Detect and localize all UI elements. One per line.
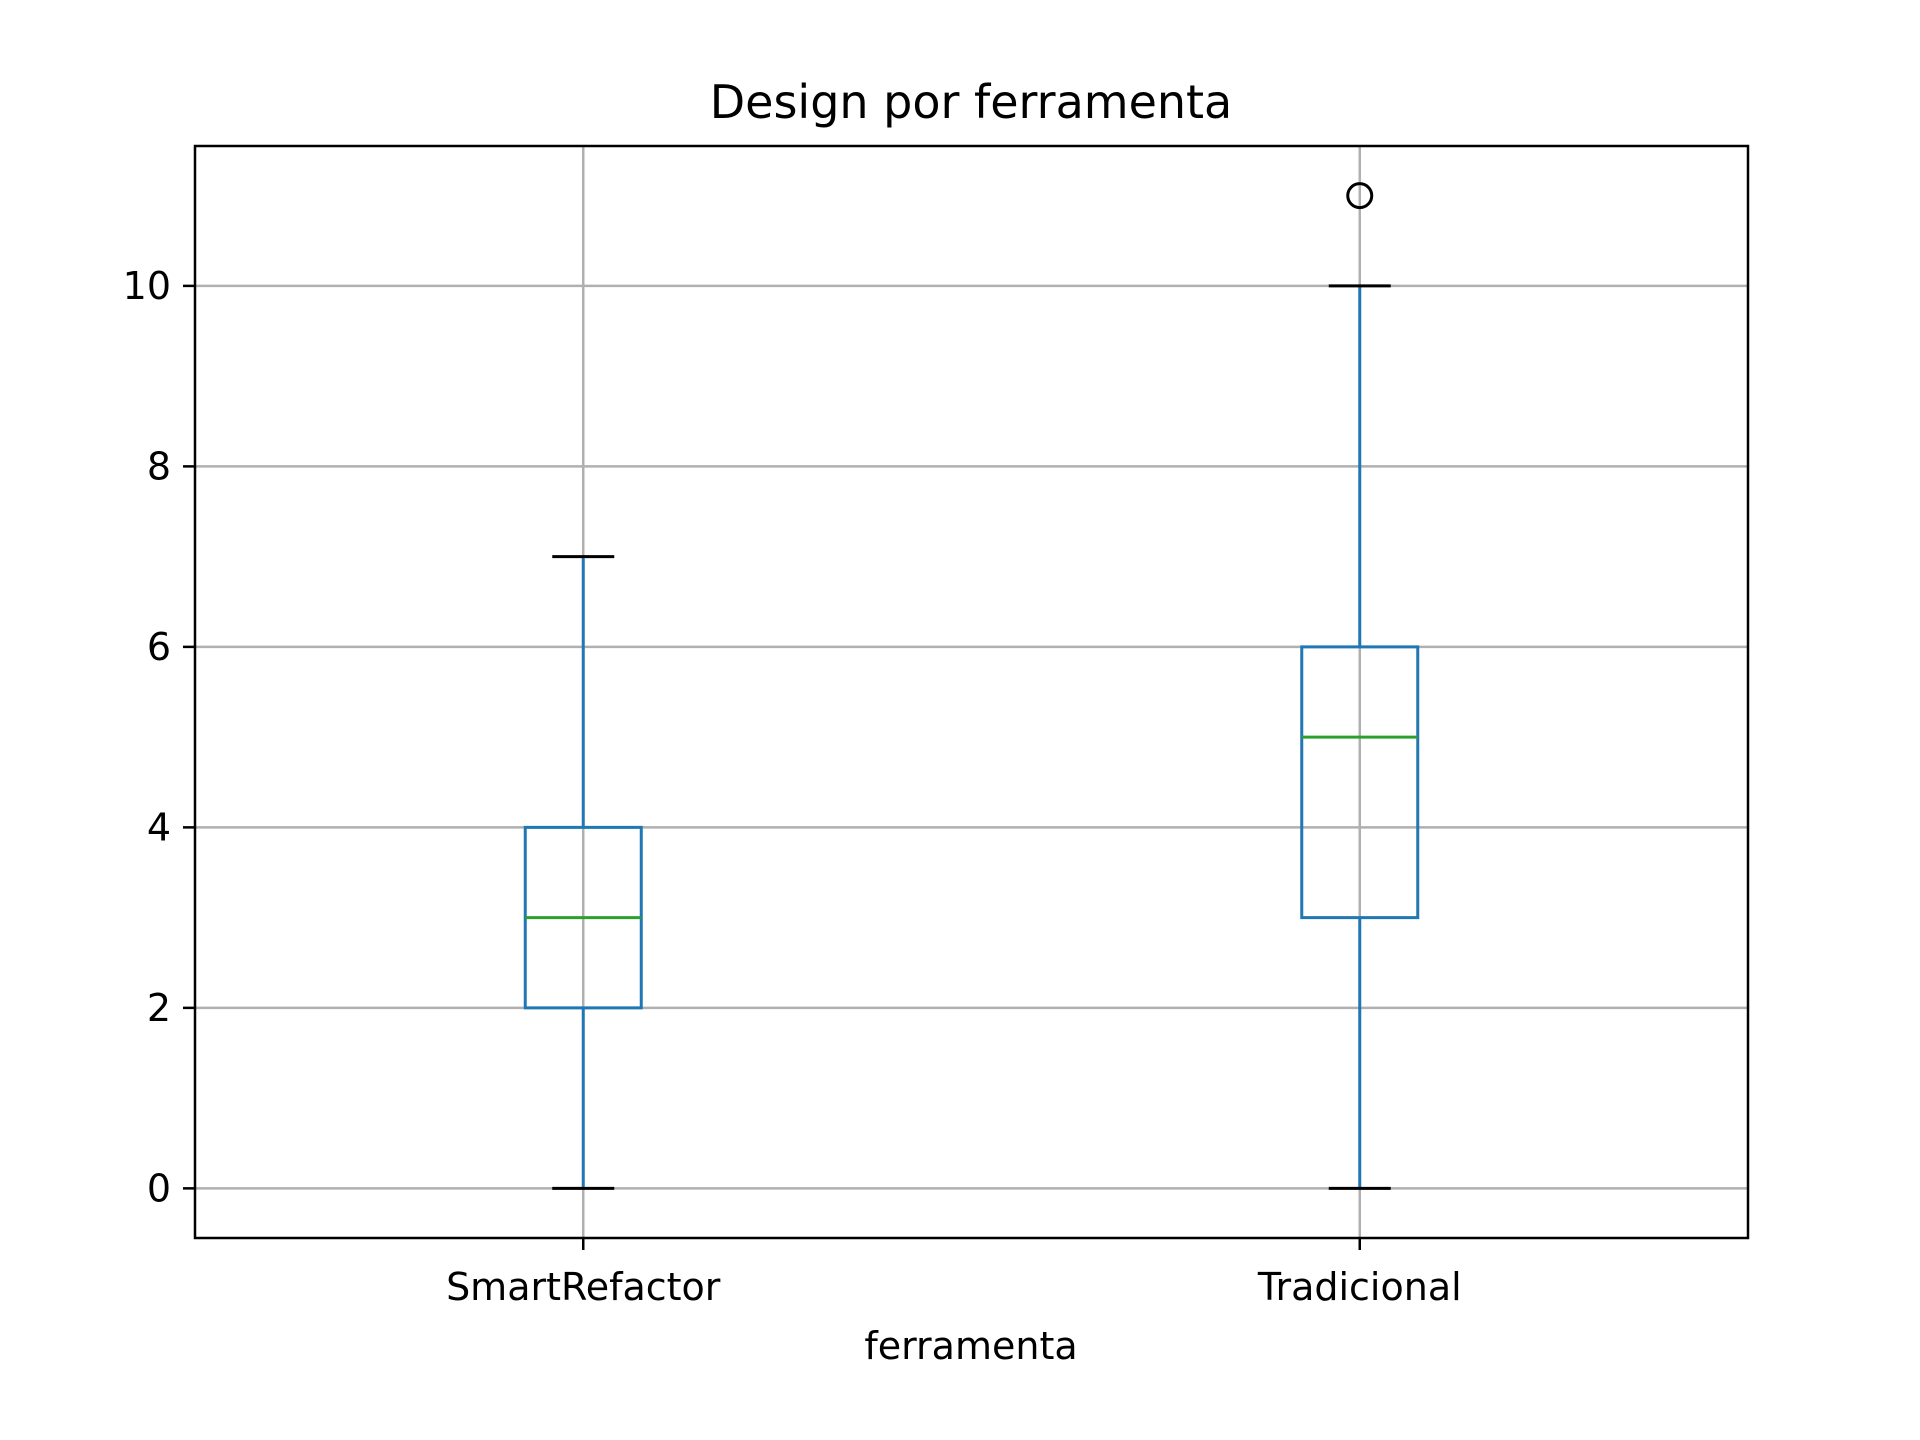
y-tick-label: 0 [147, 1166, 171, 1210]
y-axis: 0 2 4 6 8 10 [123, 264, 195, 1210]
y-tick-label: 6 [147, 625, 171, 669]
y-tick-label: 8 [147, 444, 171, 488]
plot-frame [193, 144, 1750, 1240]
box-group [523, 555, 643, 1190]
x-tick-label: Tradicional [1257, 1265, 1462, 1309]
y-tick-label: 10 [123, 264, 171, 308]
y-tick-label: 2 [147, 986, 171, 1030]
boxes-layer [523, 182, 1420, 1190]
y-tick-label: 4 [147, 805, 171, 849]
x-axis: SmartRefactor Tradicional [446, 1238, 1462, 1309]
outlier-point [1346, 182, 1374, 210]
iqr-box [1300, 645, 1420, 920]
chart-title: Design por ferramenta [710, 75, 1233, 129]
box-group [1300, 182, 1420, 1190]
x-axis-label: ferramenta [864, 1324, 1077, 1368]
x-tick-label: SmartRefactor [446, 1265, 721, 1309]
grid-layer [195, 146, 1748, 1238]
